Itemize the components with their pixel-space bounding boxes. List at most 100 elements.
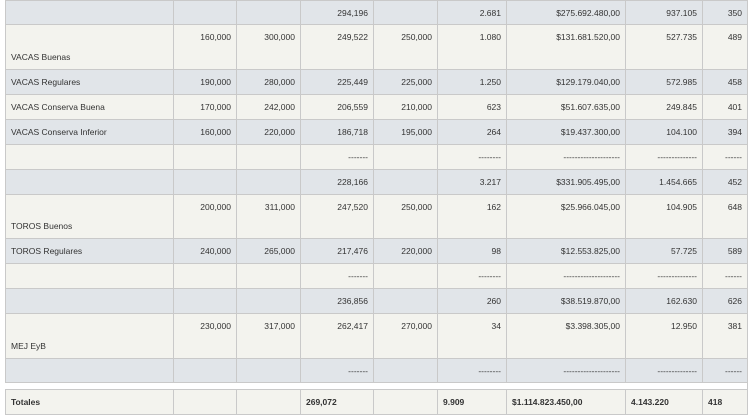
cell-mode: 250,000 bbox=[373, 24, 438, 70]
cell-kg: 57.725 bbox=[625, 238, 703, 264]
cell-category bbox=[5, 263, 174, 289]
cell-max: 280,000 bbox=[236, 69, 301, 95]
cell-avg-kg: 401 bbox=[702, 94, 748, 120]
cell-kg: 527.735 bbox=[625, 24, 703, 70]
cell-category bbox=[5, 169, 174, 195]
cell-heads: 1.250 bbox=[437, 69, 507, 95]
cell-kg: 104.905 bbox=[625, 194, 703, 239]
cell-min bbox=[173, 358, 237, 383]
cell-amount: $131.681.520,00 bbox=[506, 24, 626, 70]
cell-max bbox=[236, 288, 301, 314]
cell-amount: -------------------- bbox=[506, 358, 626, 383]
cell-kg: 1.454.665 bbox=[625, 169, 703, 195]
cell-max: 300,000 bbox=[236, 24, 301, 70]
table-row: 228,166 3.217 $331.905.495,00 1.454.665 452 bbox=[5, 169, 748, 195]
cell-avg: 247,520 bbox=[300, 194, 374, 239]
cell-heads: -------- bbox=[437, 263, 507, 289]
cell-kg: -------------- bbox=[625, 358, 703, 383]
cell-kg: 162.630 bbox=[625, 288, 703, 314]
totals-cell-amount: $1.114.823.450,00 bbox=[506, 389, 626, 415]
cell-max: 311,000 bbox=[236, 194, 301, 239]
cell-max bbox=[236, 144, 301, 170]
cell-avg: ------- bbox=[300, 358, 374, 383]
totals-label: Totales bbox=[5, 389, 174, 415]
cell-avg: 236,856 bbox=[300, 288, 374, 314]
cell-amount: $19.437.300,00 bbox=[506, 119, 626, 145]
cell-max bbox=[236, 358, 301, 383]
table-row: VACAS Conserva Buena 170,000 242,000 206,55… bbox=[5, 94, 748, 120]
table-row: 294,196 2.681 $275.692.480,00 937.105 350 bbox=[5, 0, 748, 25]
totals-cell-heads: 9.909 bbox=[437, 389, 507, 415]
table-row: VACAS Buenas 160,000 300,000 249,522 250,000… bbox=[5, 24, 748, 70]
cell-avg-kg: ------ bbox=[702, 263, 748, 289]
table-row: TOROS Buenos 200,000 311,000 247,520 250,000… bbox=[5, 194, 748, 239]
cell-heads: -------- bbox=[437, 144, 507, 170]
cell-avg-kg: ------ bbox=[702, 144, 748, 170]
totals-cell-max bbox=[236, 389, 301, 415]
cell-heads: 264 bbox=[437, 119, 507, 145]
cell-avg-kg: 626 bbox=[702, 288, 748, 314]
table-row: ------- -------- -------------------- -----… bbox=[5, 144, 748, 170]
cell-mode bbox=[373, 169, 438, 195]
totals-cell-avg-kg: 418 bbox=[702, 389, 748, 415]
cell-min bbox=[173, 169, 237, 195]
cell-heads: 2.681 bbox=[437, 0, 507, 25]
cell-mode bbox=[373, 0, 438, 25]
cell-avg: 206,559 bbox=[300, 94, 374, 120]
cell-category bbox=[5, 288, 174, 314]
cell-min: 160,000 bbox=[173, 119, 237, 145]
cell-max bbox=[236, 169, 301, 195]
cell-avg: ------- bbox=[300, 144, 374, 170]
cell-mode bbox=[373, 263, 438, 289]
totals-cell-mode bbox=[373, 389, 438, 415]
cell-heads: 3.217 bbox=[437, 169, 507, 195]
cell-min: 230,000 bbox=[173, 313, 237, 359]
cell-category: VACAS Conserva Inferior bbox=[5, 119, 174, 145]
cell-amount: $331.905.495,00 bbox=[506, 169, 626, 195]
totals-row: Totales 269,072 9.909 $1.114.823.450,00 … bbox=[5, 389, 748, 415]
cell-min: 160,000 bbox=[173, 24, 237, 70]
cell-mode bbox=[373, 144, 438, 170]
cell-heads: -------- bbox=[437, 358, 507, 383]
cell-min bbox=[173, 0, 237, 25]
cell-avg: 294,196 bbox=[300, 0, 374, 25]
cell-avg: 249,522 bbox=[300, 24, 374, 70]
cell-avg: 262,417 bbox=[300, 313, 374, 359]
cell-avg-kg: 589 bbox=[702, 238, 748, 264]
cell-min bbox=[173, 288, 237, 314]
table-row: ------- -------- -------------------- -----… bbox=[5, 358, 748, 383]
cell-kg: 249.845 bbox=[625, 94, 703, 120]
table-row: VACAS Conserva Inferior 160,000 220,000 186… bbox=[5, 119, 748, 145]
cell-kg: 572.985 bbox=[625, 69, 703, 95]
cell-amount: $12.553.825,00 bbox=[506, 238, 626, 264]
cell-heads: 162 bbox=[437, 194, 507, 239]
cell-heads: 260 bbox=[437, 288, 507, 314]
cell-avg: 217,476 bbox=[300, 238, 374, 264]
cell-max: 242,000 bbox=[236, 94, 301, 120]
cell-avg-kg: 452 bbox=[702, 169, 748, 195]
cell-category: TOROS Regulares bbox=[5, 238, 174, 264]
cell-avg: 228,166 bbox=[300, 169, 374, 195]
cell-min: 170,000 bbox=[173, 94, 237, 120]
cell-mode: 250,000 bbox=[373, 194, 438, 239]
cell-kg: -------------- bbox=[625, 263, 703, 289]
cell-min: 190,000 bbox=[173, 69, 237, 95]
totals-table: Totales 269,072 9.909 $1.114.823.450,00 … bbox=[5, 389, 748, 415]
cell-amount: $38.519.870,00 bbox=[506, 288, 626, 314]
totals-cell-kg: 4.143.220 bbox=[625, 389, 703, 415]
cell-avg: 225,449 bbox=[300, 69, 374, 95]
cell-kg: -------------- bbox=[625, 144, 703, 170]
cell-amount: $25.966.045,00 bbox=[506, 194, 626, 239]
cell-mode: 195,000 bbox=[373, 119, 438, 145]
table-row: MEJ EyB 230,000 317,000 262,417 270,000 34 $3.… bbox=[5, 313, 748, 359]
cell-mode bbox=[373, 358, 438, 383]
cell-category bbox=[5, 144, 174, 170]
cell-category bbox=[5, 358, 174, 383]
cell-heads: 34 bbox=[437, 313, 507, 359]
cell-kg: 104.100 bbox=[625, 119, 703, 145]
cell-amount: -------------------- bbox=[506, 263, 626, 289]
cell-category: VACAS Regulares bbox=[5, 69, 174, 95]
cell-amount: $3.398.305,00 bbox=[506, 313, 626, 359]
table-row: ------- -------- -------------------- -----… bbox=[5, 263, 748, 289]
cell-amount: -------------------- bbox=[506, 144, 626, 170]
